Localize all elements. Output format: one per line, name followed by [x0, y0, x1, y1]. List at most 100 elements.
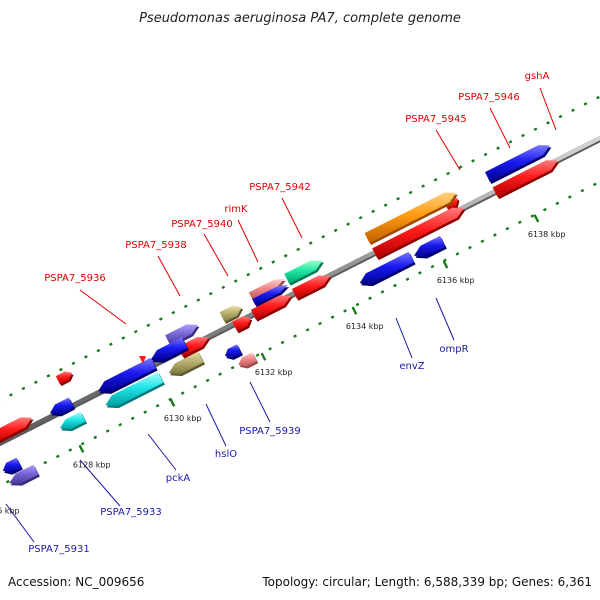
track-dot: [371, 209, 376, 214]
track-dot: [146, 323, 151, 328]
gene-block-pspa7-5942[interactable]: [284, 260, 323, 284]
gene-label-pspa7-5936[interactable]: PSPA7_5936: [44, 273, 105, 284]
track-dot: [68, 448, 73, 452]
track-dot: [346, 222, 351, 226]
gene-block-pspa7-5939-2[interactable]: [238, 352, 257, 367]
callout-pspa7-5946: [489, 107, 511, 149]
track-dot: [530, 214, 535, 218]
track-dot: [493, 233, 497, 237]
gene-label-ompR[interactable]: ompR: [439, 344, 468, 355]
track-dot: [255, 353, 260, 357]
track-dot: [393, 283, 397, 288]
gene-label-gshA[interactable]: gshA: [525, 71, 550, 82]
track-dot: [293, 334, 297, 338]
track-dot: [505, 226, 510, 231]
gene-label-pspa7-5946[interactable]: PSPA7_5946: [458, 92, 519, 103]
callout-pspa7-5942: [281, 197, 303, 239]
track-dot: [183, 304, 188, 309]
track-dot: [133, 329, 138, 334]
position-tick-label: 6126 kbp: [0, 506, 20, 515]
gene-block-pspa7-5939[interactable]: [224, 344, 242, 358]
gene-label-pspa7-5945[interactable]: PSPA7_5945: [405, 114, 466, 125]
gene-block-pspa7-5945[interactable]: [364, 192, 457, 243]
track-dot: [592, 182, 597, 187]
track-dot: [383, 203, 388, 207]
gene-label-pckA[interactable]: pckA: [166, 473, 191, 484]
gene-block-pspa7-5931-2[interactable]: [9, 464, 39, 484]
gene-block-rimK-2[interactable]: [252, 284, 288, 306]
gene-block-envZ[interactable]: [359, 251, 415, 285]
position-tick-label: 6130 kbp: [164, 414, 202, 423]
forward-gene-labels: gshA PSPA7_5946 PSPA7_5945 PSPA7_5942 ri…: [44, 71, 549, 284]
gene-block-pspa7-5935[interactable]: [0, 417, 33, 444]
track-dot: [233, 279, 238, 283]
callout-hslO: [205, 403, 227, 447]
track-dot: [305, 328, 310, 332]
track-dot: [458, 165, 463, 169]
gene-block-pckA-2[interactable]: [98, 357, 157, 392]
gene-block-pspa7-5933-2[interactable]: [49, 397, 74, 415]
gene-block-pspa7-5945-cds[interactable]: [372, 207, 464, 259]
track-dot: [471, 159, 475, 163]
position-tick-label: 6136 kbp: [437, 276, 475, 285]
track-dot: [34, 380, 38, 384]
track-dot: [318, 321, 322, 326]
gene-block-pspa7-5942-cds[interactable]: [291, 275, 331, 299]
gene-block-rimK-cds[interactable]: [250, 295, 291, 320]
track-dot: [96, 348, 101, 353]
position-tick-label: 6132 kbp: [255, 368, 293, 377]
map-title: Pseudomonas aeruginosa PA7, complete gen…: [139, 11, 461, 26]
gene-block-gshA-cds[interactable]: [492, 160, 558, 198]
track-dot: [105, 429, 110, 433]
gene-block-pspa7-5936[interactable]: [55, 371, 73, 385]
callout-pspa7-5936: [79, 289, 127, 325]
gene-block-pspa7-5940-cds[interactable]: [232, 316, 251, 332]
track-dot: [405, 277, 410, 281]
gene-label-pspa7-5931[interactable]: PSPA7_5931: [28, 544, 89, 555]
track-dot: [280, 340, 285, 345]
track-dot: [443, 258, 447, 263]
gene-block-small-marker[interactable]: [139, 356, 146, 364]
gene-label-pspa7-5939[interactable]: PSPA7_5939: [239, 426, 300, 437]
track-dot: [83, 355, 88, 359]
gene-label-pspa7-5938[interactable]: PSPA7_5938: [125, 240, 186, 251]
gene-block-gshA[interactable]: [484, 145, 550, 182]
gene-block-ompR[interactable]: [414, 235, 446, 257]
track-dot: [583, 102, 588, 106]
gene-block-pspa7-5940[interactable]: [219, 305, 242, 322]
track-dot: [421, 184, 425, 188]
track-dot: [230, 366, 235, 370]
gene-label-hslO[interactable]: hslO: [215, 449, 237, 460]
position-tick-label: 6138 kbp: [528, 230, 566, 239]
callout-pspa7-5940: [203, 233, 229, 277]
position-ticks: 6126 kbp 6128 kbp 6130 kbp 6132 kbp 6134 kbp…: [0, 214, 566, 515]
gene-block-pspa7-5938[interactable]: [165, 324, 198, 346]
track-dot: [5, 479, 10, 484]
track-dot: [196, 298, 201, 302]
track-dot: [193, 385, 198, 389]
position-tick-label: 6134 kbp: [346, 322, 384, 331]
track-dot: [333, 228, 338, 233]
gene-block-hslO-2[interactable]: [150, 337, 188, 361]
gene-label-envZ[interactable]: envZ: [399, 361, 424, 372]
track-dot: [158, 317, 163, 321]
callout-rimK: [237, 219, 259, 263]
track-dot: [343, 309, 347, 313]
gene-label-rimK[interactable]: rimK: [224, 204, 248, 215]
track-dot: [268, 347, 272, 351]
track-dot: [121, 336, 126, 340]
track-dot: [542, 207, 547, 212]
gene-label-pspa7-5942[interactable]: PSPA7_5942: [249, 182, 310, 193]
position-tick: [351, 306, 358, 315]
track-dot: [258, 266, 263, 271]
gene-label-pspa7-5940[interactable]: PSPA7_5940: [171, 219, 232, 230]
gene-block-rimK[interactable]: [248, 278, 285, 300]
gene-block-pspa7-5933[interactable]: [59, 411, 86, 430]
track-dot: [508, 140, 513, 144]
gene-block-hslO[interactable]: [168, 351, 204, 375]
gene-block-pspa7-5931[interactable]: [2, 457, 22, 473]
gene-label-pspa7-5933[interactable]: PSPA7_5933: [100, 507, 161, 518]
tick-dot-tracks: [0, 95, 600, 484]
track-dot: [118, 422, 123, 427]
gene-block-pckA[interactable]: [105, 371, 164, 407]
